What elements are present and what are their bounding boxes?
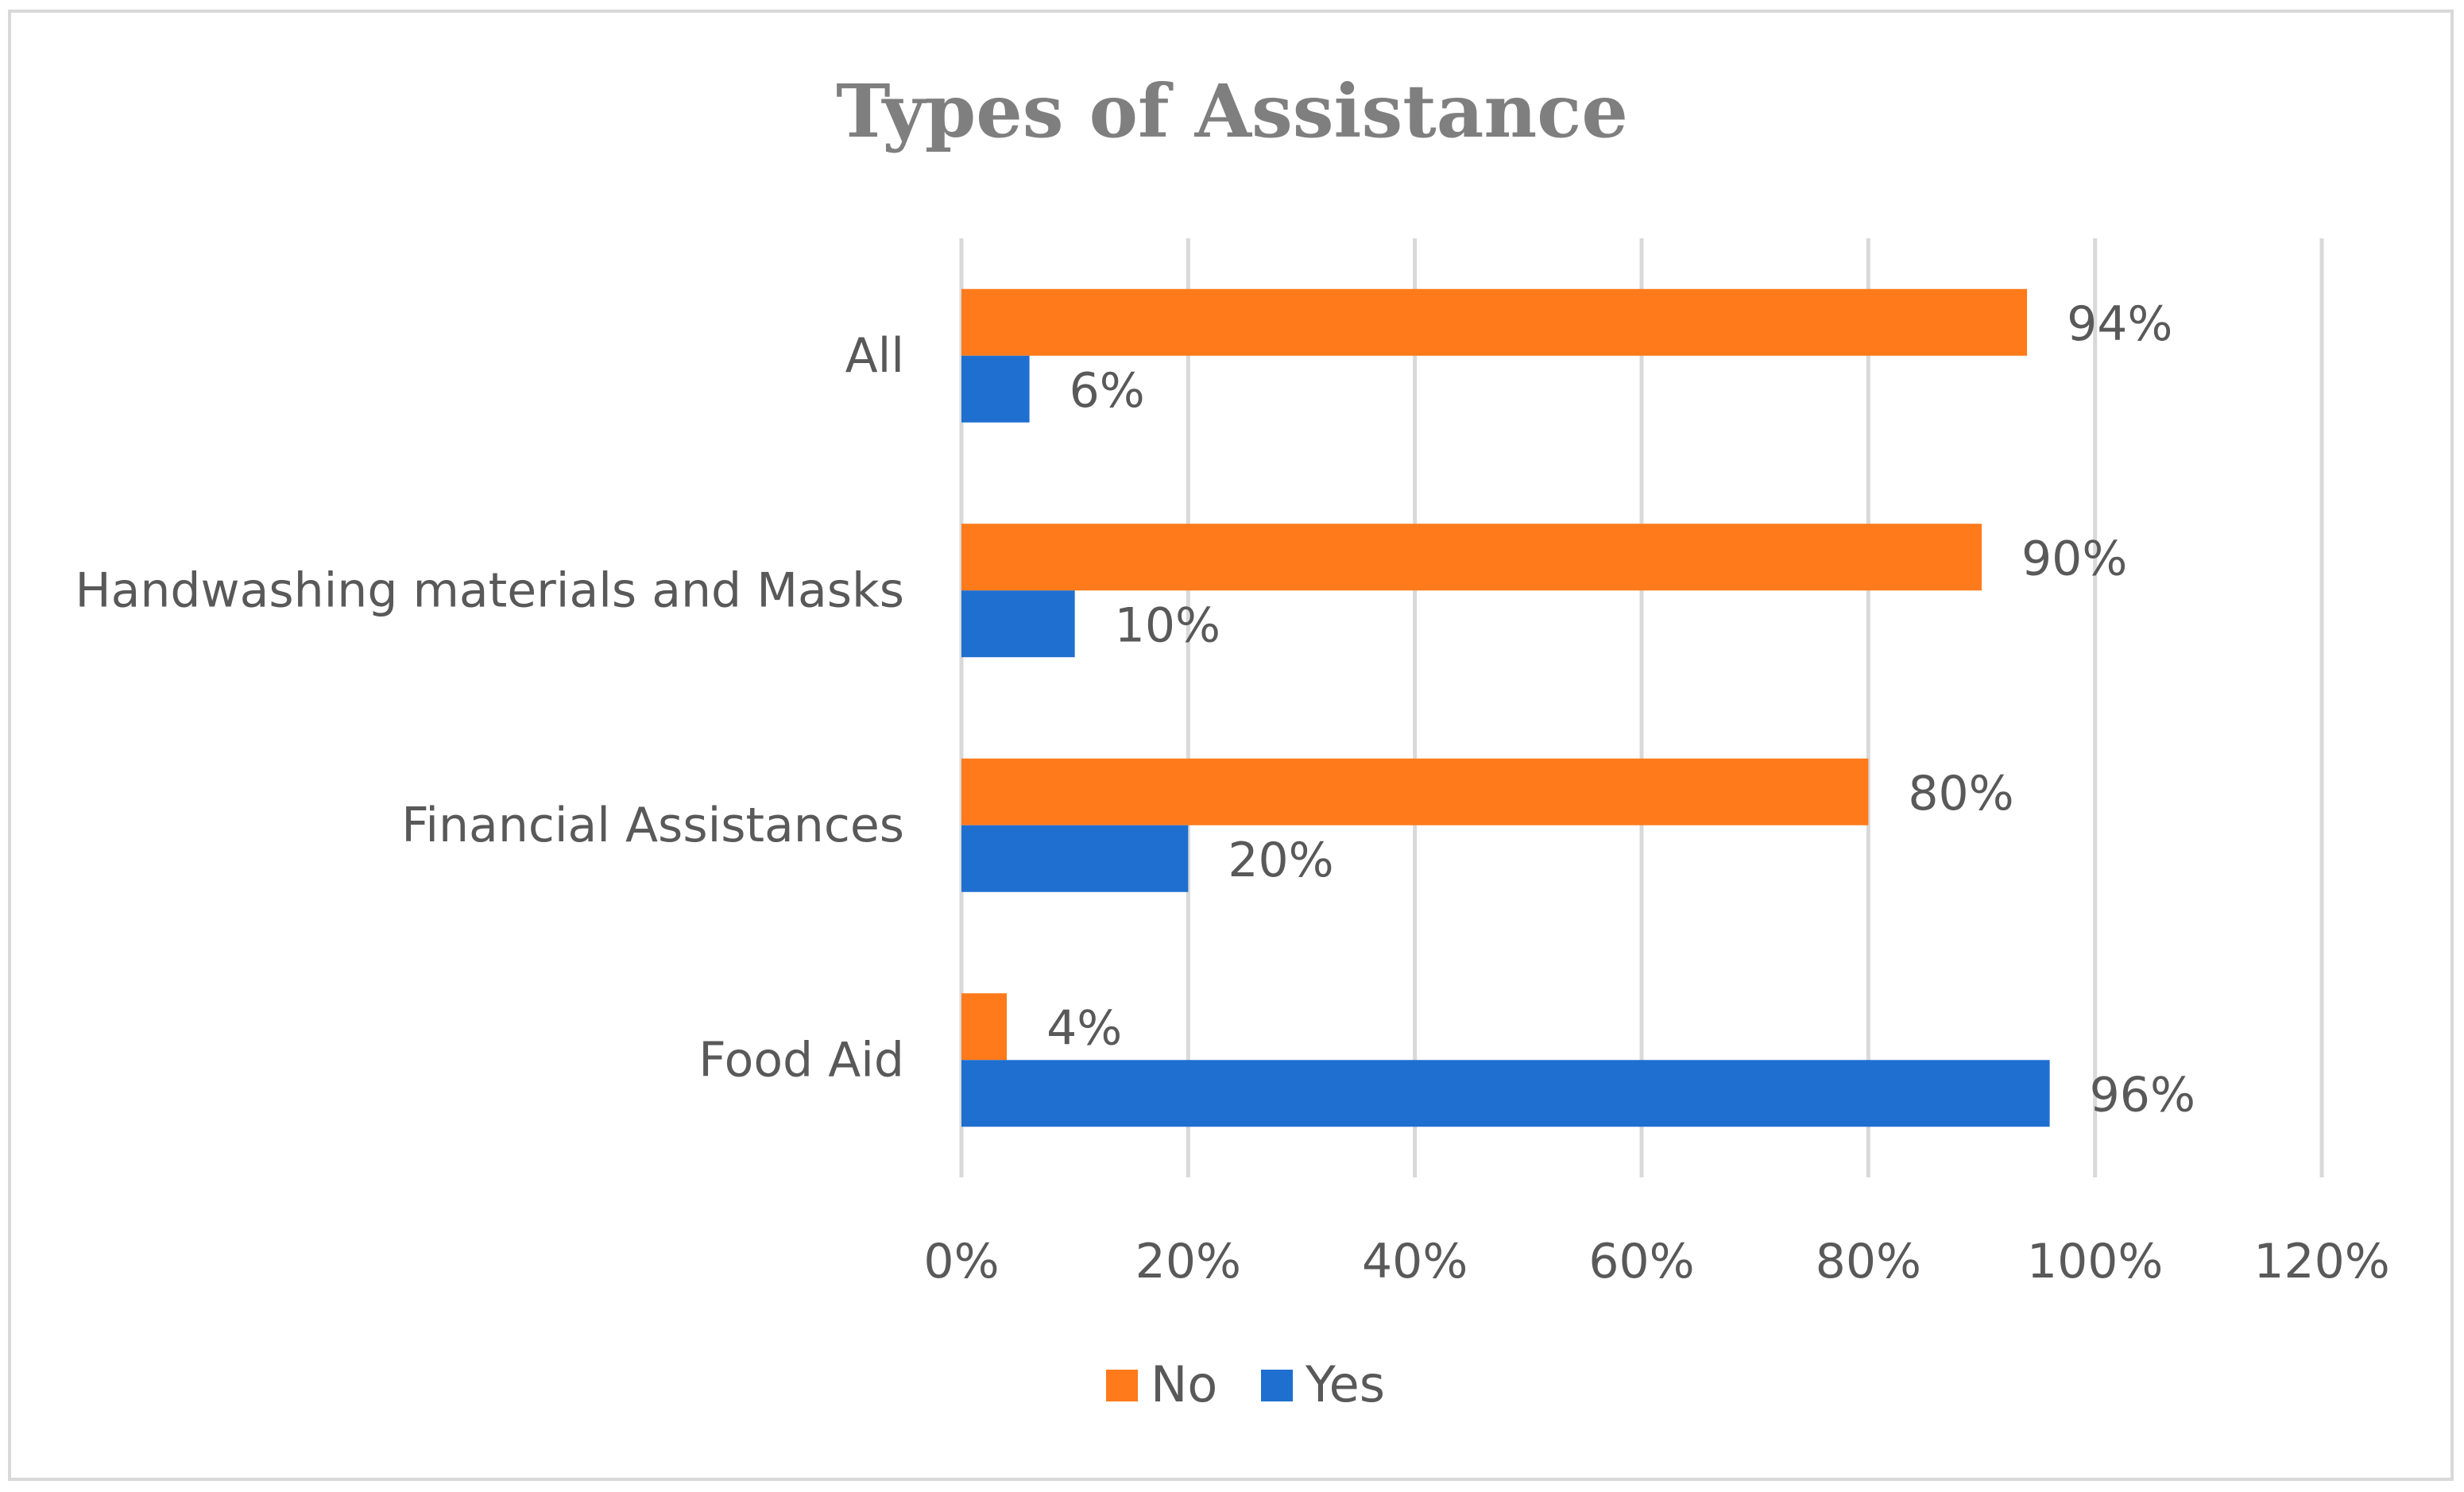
legend-label-no: No [1151,1355,1217,1413]
x-tick-label: 20% [1135,1234,1241,1289]
category-label: Handwashing materials and Masks [75,562,905,618]
bar-no [961,758,1869,825]
chart-frame [8,10,2454,1481]
bar-yes [961,1060,2050,1127]
tick-labels: 0% 20% 40% 60% 80% 100% 120% [923,1234,2389,1289]
bar-yes [961,355,1030,423]
x-tick-label: 80% [1816,1234,1921,1289]
data-label: 96% [2090,1067,2195,1123]
category-labels: Food Aid Financial Assistances Handwashing… [75,328,905,1088]
chart-title: Types of Assistance [836,68,1628,154]
x-tick-label: 0% [923,1234,999,1289]
x-tick-label: 120% [2253,1234,2390,1289]
data-label: 94% [2067,296,2172,352]
data-label: 6% [1070,363,1145,419]
data-label: 80% [1908,766,2013,821]
bar-no [961,288,2028,356]
x-tick-label: 40% [1362,1234,1468,1289]
data-label: 4% [1046,1000,1122,1056]
bar-yes [961,590,1075,658]
data-label: 20% [1228,833,1333,888]
legend-label-yes: Yes [1305,1355,1385,1413]
bar-no [961,524,1982,591]
data-label: 10% [1115,597,1220,653]
data-labels: 4% 96% 80% 20% 90% 10% 94% 6% [1046,296,2195,1123]
legend-swatch-no [1106,1370,1138,1401]
legend: No Yes [1106,1355,1385,1413]
x-tick-label: 60% [1588,1234,1694,1289]
data-label: 90% [2021,531,2127,586]
gridlines [959,238,2324,1177]
bar-yes [961,825,1189,892]
bars [961,288,2050,1127]
bar-no [961,993,1008,1061]
x-tick-label: 100% [2027,1234,2164,1289]
category-label: Food Aid [698,1032,904,1088]
legend-swatch-yes [1261,1370,1293,1401]
category-label: All [845,328,904,384]
category-label: Financial Assistances [401,798,904,853]
